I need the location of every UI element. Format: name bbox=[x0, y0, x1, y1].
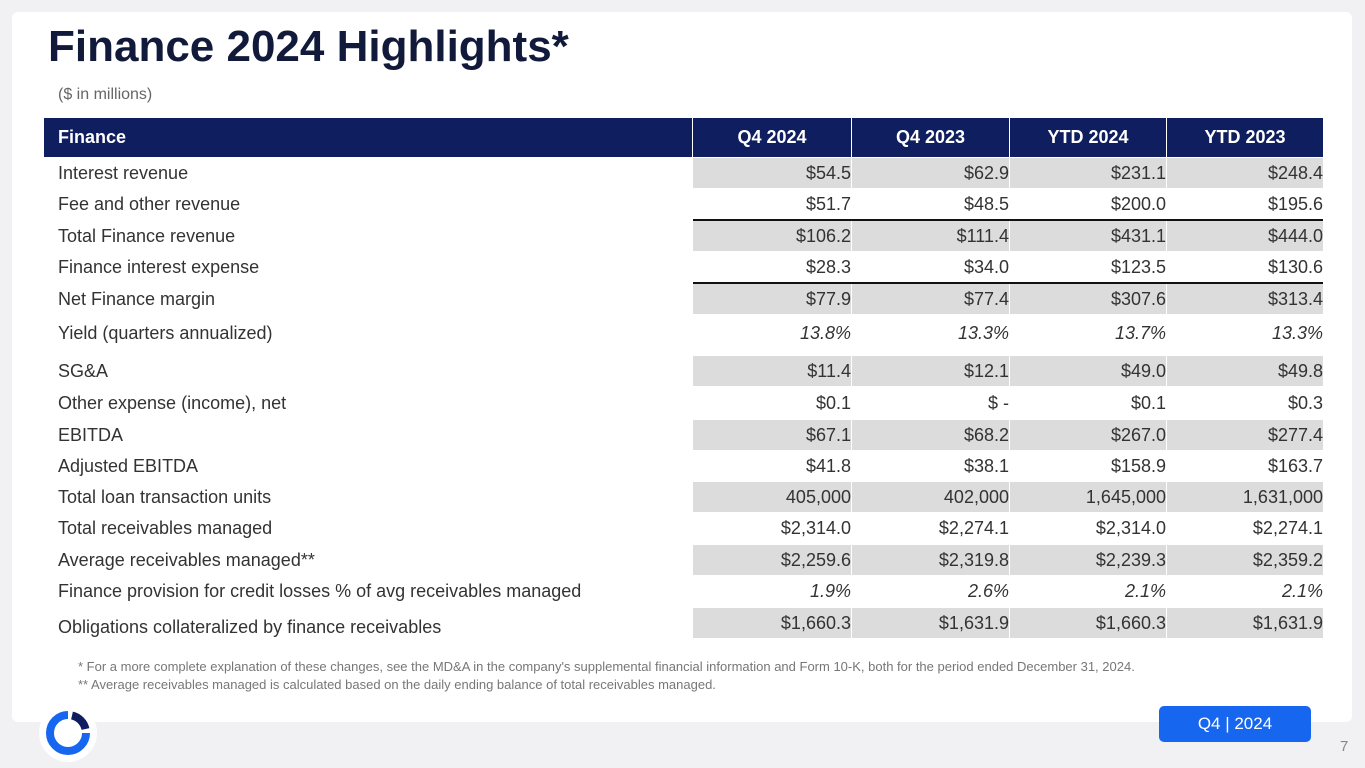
table-cell: $2,314.0 bbox=[780, 517, 851, 538]
row-label: EBITDA bbox=[58, 424, 124, 445]
table-cell: 13.3% bbox=[1271, 323, 1323, 343]
table-cell: 13.8% bbox=[799, 323, 851, 343]
table-cell: $200.0 bbox=[1110, 193, 1166, 214]
table-cell: $1,660.3 bbox=[693, 608, 851, 638]
table-cell: $12.1 bbox=[852, 356, 1009, 386]
row-label: Total loan transaction units bbox=[58, 486, 272, 507]
table-cell: $1,631.9 bbox=[1167, 608, 1323, 638]
table-cell: 1,645,000 bbox=[1010, 482, 1166, 512]
table-cell: $431.1 bbox=[1010, 221, 1166, 251]
row-label: Interest revenue bbox=[58, 162, 189, 183]
column-header: Q4 2023 bbox=[852, 118, 1009, 157]
page-number: 7 bbox=[1340, 738, 1349, 755]
table-cell: $49.8 bbox=[1167, 356, 1323, 386]
row-label: Adjusted EBITDA bbox=[58, 455, 199, 476]
subtitle: ($ in millions) bbox=[58, 86, 153, 103]
table-cell: $2,259.6 bbox=[693, 545, 851, 575]
table-cell: $111.4 bbox=[852, 221, 1009, 251]
table-cell: $267.0 bbox=[1010, 420, 1166, 450]
table-cell: 2.1% bbox=[1281, 580, 1323, 601]
table-cell: 1.9% bbox=[809, 580, 851, 601]
column-header: YTD 2023 bbox=[1167, 118, 1323, 157]
table-cell: $48.5 bbox=[963, 193, 1009, 214]
table-cell: $2,274.1 bbox=[938, 517, 1009, 538]
row-rule bbox=[693, 219, 1323, 221]
footnote: ** Average receivables managed is calcul… bbox=[78, 677, 716, 692]
row-label: Total receivables managed bbox=[58, 517, 273, 538]
table-cell: $313.4 bbox=[1167, 284, 1323, 314]
table-cell: $68.2 bbox=[852, 420, 1009, 450]
table-cell: $195.6 bbox=[1267, 193, 1323, 214]
table-cell: $277.4 bbox=[1167, 420, 1323, 450]
table-cell: 405,000 bbox=[693, 482, 851, 512]
table-cell: 13.7% bbox=[1114, 323, 1166, 343]
table-cell: $2,274.1 bbox=[1252, 517, 1323, 538]
table-cell: $0.1 bbox=[815, 392, 851, 413]
table-cell: $130.6 bbox=[1267, 256, 1323, 277]
badge: Q4 | 2024 bbox=[1159, 706, 1311, 742]
table-cell: $51.7 bbox=[805, 193, 851, 214]
table-cell: $77.4 bbox=[852, 284, 1009, 314]
table-cell: $248.4 bbox=[1167, 158, 1323, 188]
table-cell: $38.1 bbox=[963, 455, 1009, 476]
table-cell: $1,631.9 bbox=[852, 608, 1009, 638]
row-label: Obligations collateralized by finance re… bbox=[58, 616, 442, 637]
table-cell: $49.0 bbox=[1010, 356, 1166, 386]
row-label: SG&A bbox=[58, 360, 109, 381]
table-cell: $158.9 bbox=[1110, 455, 1166, 476]
table-cell: $2,239.3 bbox=[1010, 545, 1166, 575]
table-cell: $2,359.2 bbox=[1167, 545, 1323, 575]
column-header: YTD 2024 bbox=[1010, 118, 1166, 157]
table-cell: $2,319.8 bbox=[852, 545, 1009, 575]
column-header: Q4 2024 bbox=[693, 118, 851, 157]
row-label: Fee and other revenue bbox=[58, 193, 241, 214]
table-cell: $0.3 bbox=[1287, 392, 1323, 413]
table-cell: $0.1 bbox=[1130, 392, 1166, 413]
table-cell: $34.0 bbox=[963, 256, 1009, 277]
table-cell: $54.5 bbox=[693, 158, 851, 188]
table-cell: 2.1% bbox=[1124, 580, 1166, 601]
table-cell: $62.9 bbox=[852, 158, 1009, 188]
table-cell: $41.8 bbox=[805, 455, 851, 476]
table-cell: $106.2 bbox=[693, 221, 851, 251]
table-cell: $123.5 bbox=[1110, 256, 1166, 277]
row-label: Yield (quarters annualized) bbox=[58, 323, 273, 343]
table-cell: $2,314.0 bbox=[1095, 517, 1166, 538]
title: Finance 2024 Highlights* bbox=[48, 22, 569, 71]
row-label: Finance interest expense bbox=[58, 256, 260, 277]
row-rule bbox=[693, 282, 1323, 284]
table-cell: $1,660.3 bbox=[1010, 608, 1166, 638]
row-label: Net Finance margin bbox=[58, 288, 216, 309]
row-label: Average receivables managed** bbox=[58, 549, 315, 570]
table-cell: $77.9 bbox=[693, 284, 851, 314]
table-cell: 1,631,000 bbox=[1167, 482, 1323, 512]
table-cell: $11.4 bbox=[693, 356, 851, 386]
table-cell: 13.3% bbox=[957, 323, 1009, 343]
logo bbox=[39, 704, 97, 762]
table-cell: $67.1 bbox=[693, 420, 851, 450]
table-cell: 2.6% bbox=[967, 580, 1009, 601]
table-cell: $ - bbox=[987, 392, 1009, 413]
row-label: Other expense (income), net bbox=[58, 392, 287, 413]
table-cell: $163.7 bbox=[1267, 455, 1323, 476]
row-label: Finance provision for credit losses % of… bbox=[58, 580, 582, 601]
table-cell: 402,000 bbox=[852, 482, 1009, 512]
table-cell: $307.6 bbox=[1010, 284, 1166, 314]
table-cell: $444.0 bbox=[1167, 221, 1323, 251]
table-cell: $28.3 bbox=[805, 256, 851, 277]
column-header: Finance bbox=[44, 118, 692, 157]
table-cell: $231.1 bbox=[1010, 158, 1166, 188]
row-label: Total Finance revenue bbox=[58, 225, 236, 246]
footnote: * For a more complete explanation of the… bbox=[78, 659, 1135, 674]
